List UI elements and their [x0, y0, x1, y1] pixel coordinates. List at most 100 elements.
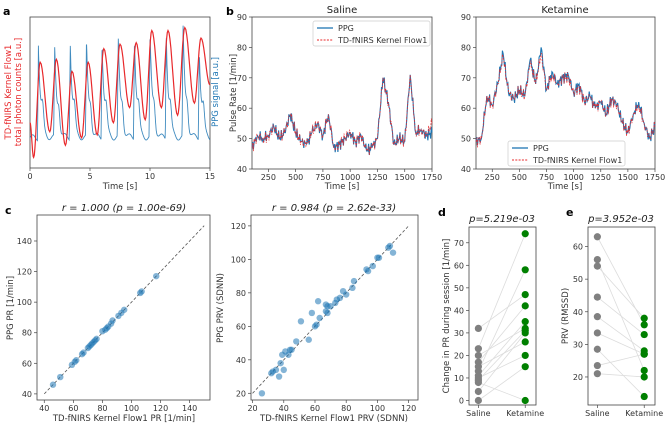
d-pair-line	[478, 233, 526, 349]
c-pr-axes: 40 60 80 100 120 140 40 60 80 100 120 140	[17, 214, 211, 413]
e-ytick-label: 30	[573, 340, 583, 349]
c-pr-point	[138, 288, 145, 295]
d-pair-line	[478, 366, 526, 401]
d-ketamine-point	[521, 290, 529, 299]
c-prv-title: r = 0.984 (p = 2.62e-33)	[272, 203, 396, 214]
b-saline-ppg-line	[251, 74, 433, 155]
b-saline-xtick-label: 500	[288, 173, 303, 182]
c-prv-xtick-label: 120	[401, 404, 416, 413]
b-saline-frame	[251, 16, 433, 170]
c-prv-point	[288, 346, 295, 353]
b-saline-xtick-label: 1000	[340, 173, 360, 182]
e-ylabel: PRV (RMSSD)	[561, 288, 571, 344]
c-prv-point	[316, 314, 323, 322]
c-pr-point	[109, 317, 116, 324]
d-frame	[468, 226, 537, 406]
a-flow-line	[29, 26, 211, 160]
d-pair-line	[478, 355, 526, 379]
c-pr-xtick-label: 140	[182, 404, 197, 413]
e-frame	[587, 226, 656, 406]
d-ytick-label: 60	[454, 261, 464, 270]
b-ketamine-xtick-label: 1500	[618, 173, 638, 182]
panel-label-c: c	[5, 204, 12, 217]
e-ytick-label: 20	[573, 373, 583, 382]
d-ketamine-point	[521, 363, 529, 371]
e-saline-point	[593, 370, 601, 378]
c-prv-xtick-label: 60	[310, 404, 320, 413]
d-ketamine-point	[521, 351, 529, 360]
c-prv-point	[386, 242, 394, 250]
e-pair-line	[597, 316, 645, 352]
c-prv-ytick-label: 100	[231, 255, 246, 264]
b-ketamine-flow-line	[475, 52, 656, 148]
c-prv-ylabel: PPG PRV (SDNN)	[216, 273, 226, 343]
a-xtick-label: 15	[205, 172, 215, 181]
d-ketamine-point	[521, 396, 529, 405]
a-axes: 0 5 10 15	[27, 16, 215, 181]
b-ketamine-xlabel: Time [s]	[547, 182, 583, 192]
e-ketamine-point	[640, 350, 648, 358]
c-prv-identity-line	[252, 225, 409, 394]
c-pr-ytick-label: 60	[22, 359, 32, 368]
legend-flow-label: TD-fNIRS Kernel Flow1	[337, 36, 427, 45]
b-ketamine-ytick-label: 60	[461, 104, 471, 113]
e-saline-point	[593, 256, 601, 264]
c-prv-point	[389, 249, 397, 256]
c-prv-point	[280, 366, 287, 374]
c-pr-xtick-label: 40	[39, 404, 49, 413]
c-prv-axes: 20 40 60 80 100 120 20 40 60 80 100 120	[231, 214, 419, 413]
c-prv-xtick-label: 80	[341, 404, 351, 413]
d-ytick-label: 10	[454, 374, 464, 383]
e-pair-line	[597, 348, 645, 397]
d-pair-line	[478, 332, 526, 392]
c-pr-point	[80, 349, 87, 356]
e-saline-point	[593, 262, 601, 270]
d-saline-point	[474, 387, 482, 396]
e-pair-line	[597, 236, 645, 325]
b-saline-ytick-label: 40	[237, 165, 247, 174]
c-prv-point	[305, 336, 312, 343]
b-ketamine-ytick-label: 90	[461, 13, 471, 22]
e-pair-line	[597, 373, 645, 378]
b-saline-xtick-label: 1250	[367, 173, 387, 182]
b-ketamine-xtick-label: 1250	[591, 173, 611, 182]
c-pr-xtick-label: 60	[68, 404, 78, 413]
b-ketamine-xtick-label: 1000	[563, 173, 583, 182]
c-prv-xtick-label: 40	[279, 404, 289, 413]
c-pr-ytick-label: 120	[17, 268, 32, 277]
b-ketamine-ytick-label: 80	[461, 43, 471, 52]
e-pair-line	[597, 332, 645, 355]
a-ylabel-left-2: total photon counts [a.u.]	[14, 38, 24, 147]
c-prv-point	[275, 373, 283, 380]
d-ytick-label: 70	[454, 239, 464, 248]
c-prv-point	[369, 262, 376, 270]
e-title: p=3.952e-03	[587, 214, 654, 225]
legend-ppg-label: PPG	[533, 144, 549, 153]
d-xtick-label: Saline	[466, 409, 490, 418]
c-prv-point	[375, 254, 383, 261]
e-ketamine-point	[640, 366, 648, 375]
a-ppg-line	[29, 25, 211, 142]
b-saline-axes: 250 500 750 1000 1250 1500 1750 40 50 60 70 80 90	[237, 13, 442, 182]
e-ytick-label: 50	[573, 275, 583, 284]
e-axes: Saline Ketamine 20 30 40 50 60	[573, 226, 663, 418]
e-saline-point	[593, 313, 601, 321]
d-saline-point	[474, 345, 482, 353]
b-ketamine-xtick-label: 250	[485, 173, 500, 182]
d-ytick-label: 40	[454, 306, 464, 315]
d-ketamine-point	[521, 302, 529, 310]
c-prv-point	[343, 291, 350, 298]
c-pr-point	[121, 306, 128, 313]
b-saline-xtick-label: 1500	[395, 173, 415, 182]
c-prv-ytick-label: 120	[231, 222, 246, 231]
d-title: p=5.219e-03	[468, 214, 535, 225]
c-pr-ytick-label: 40	[22, 390, 32, 399]
b-saline-ytick-label: 60	[237, 104, 247, 113]
c-prv-ytick-label: 40	[236, 356, 246, 365]
c-prv-frame	[250, 214, 419, 401]
d-ytick-label: 20	[454, 351, 464, 360]
d-ketamine-point	[521, 266, 529, 274]
e-ketamine-point	[640, 373, 648, 381]
c-prv-point	[350, 277, 358, 285]
e-ketamine-point	[640, 314, 648, 322]
